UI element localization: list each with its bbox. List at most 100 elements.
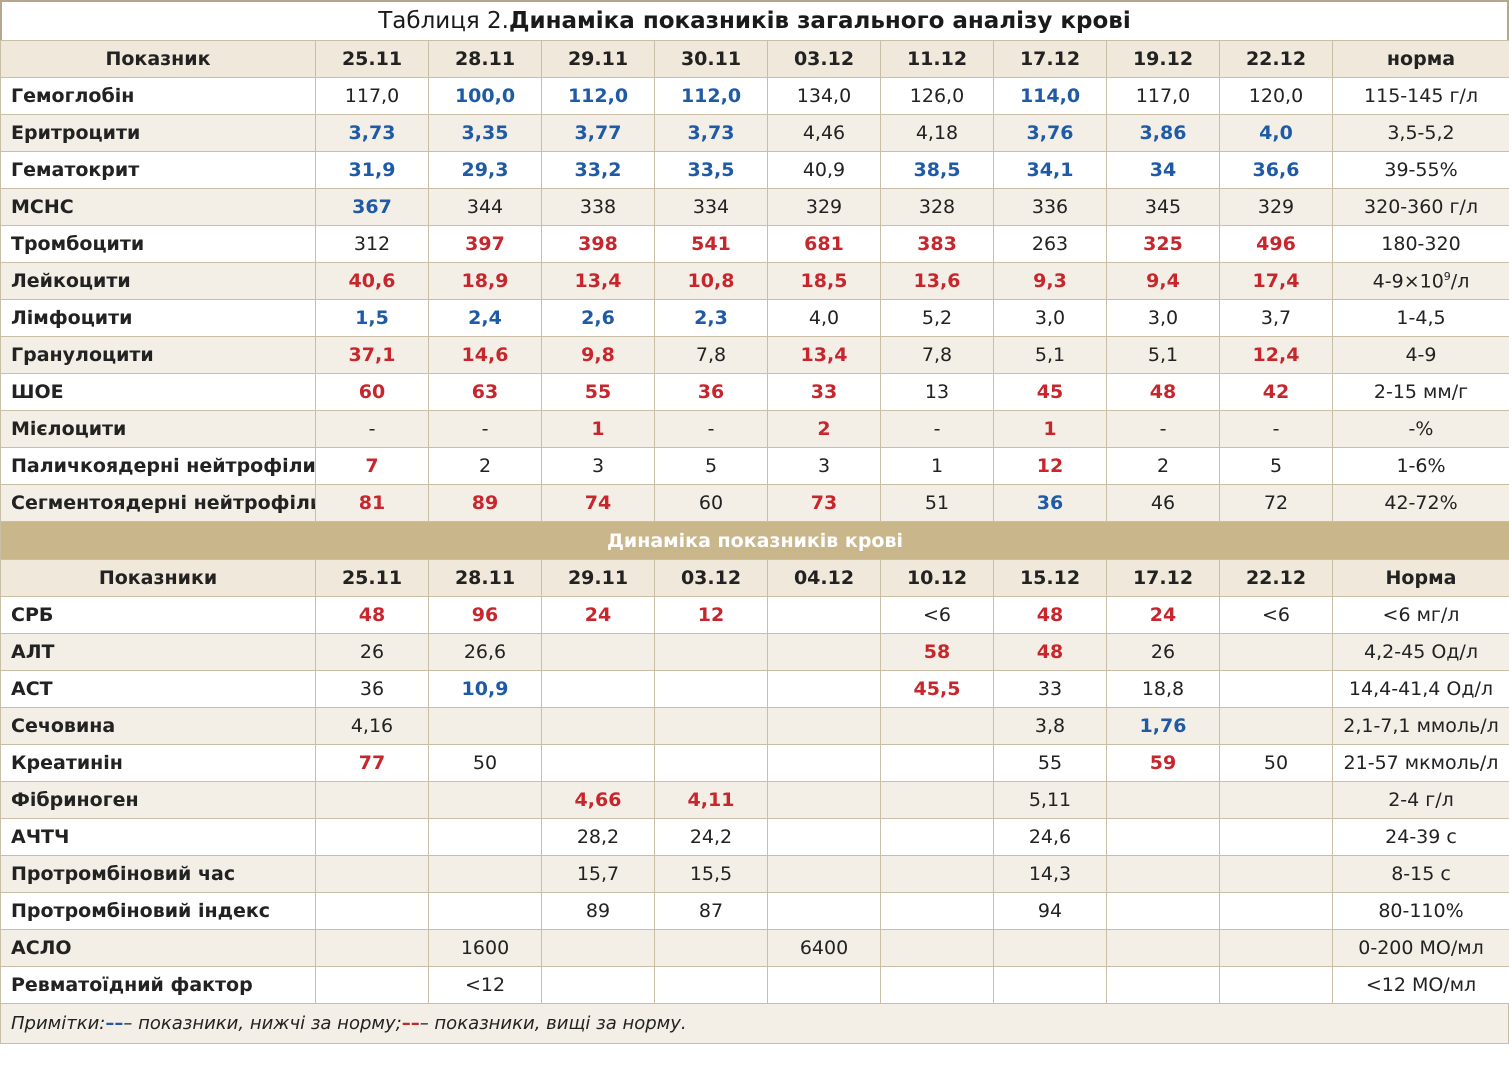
biochem-header-row: Показники 25.11 28.11 29.11 03.12 04.12 10.12 1…	[0, 559, 1509, 597]
table-cell	[541, 670, 655, 708]
norm-cell: -%	[1332, 410, 1509, 448]
table-row: АСТ 36 10,9 45,5 33 18,8 14,4-41,4 Од/л	[0, 670, 1509, 708]
norm-cell: 2,1-7,1 ммоль/л	[1332, 707, 1509, 745]
norm-cell: 4-9×109/л	[1332, 262, 1509, 300]
table-cell: 7,8	[654, 336, 768, 374]
table-row: АЛТ 26 26,6 58 48 26 4,2-45 Од/л	[0, 633, 1509, 671]
table-cell	[654, 929, 768, 967]
column-header: 17.12	[993, 40, 1107, 78]
column-header: 28.11	[428, 559, 542, 597]
column-header: норма	[1332, 40, 1509, 78]
table-cell: 46	[1106, 484, 1220, 522]
table-cell: 72	[1219, 484, 1333, 522]
table-row: Гранулоцити 37,1 14,6 9,8 7,8 13,4 7,8 5,1 5,1 12…	[0, 336, 1509, 374]
column-header: Норма	[1332, 559, 1509, 597]
table-cell	[541, 966, 655, 1004]
table-cell	[428, 892, 542, 930]
table-cell: 34,1	[993, 151, 1107, 189]
column-header: 15.12	[993, 559, 1107, 597]
table-cell	[880, 855, 994, 893]
table-cell: 5	[1219, 447, 1333, 485]
table-cell: 541	[654, 225, 768, 263]
table-cell: 10,8	[654, 262, 768, 300]
table-cell: 312	[315, 225, 429, 263]
table-cell	[1219, 781, 1333, 819]
table-cell: 34	[1106, 151, 1220, 189]
table-cell: 18,9	[428, 262, 542, 300]
table-cell: 10,9	[428, 670, 542, 708]
table-cell: 13,4	[767, 336, 881, 374]
table-cell: 3,73	[315, 114, 429, 152]
table-cell: 36	[993, 484, 1107, 522]
table-cell	[1106, 929, 1220, 967]
table-cell: 15,7	[541, 855, 655, 893]
table-cell	[880, 929, 994, 967]
table-cell	[654, 670, 768, 708]
table-cell: 36,6	[1219, 151, 1333, 189]
table-cell: -	[1219, 410, 1333, 448]
table-cell	[1219, 633, 1333, 671]
section-title: Динаміка показників крові	[0, 521, 1509, 560]
table-cell: 24	[541, 596, 655, 634]
table-cell: 45	[993, 373, 1107, 411]
row-label: Сегментоядерні нейтрофіли	[0, 484, 316, 522]
table-cell: 3,77	[541, 114, 655, 152]
table-cell: 31,9	[315, 151, 429, 189]
table-row: Креатинін 77 50 55 59 50 21-57 мкмоль/л	[0, 744, 1509, 782]
table-cell	[541, 744, 655, 782]
table-row: Лімфоцити 1,5 2,4 2,6 2,3 4,0 5,2 3,0 3,0 3,7 1-4,…	[0, 299, 1509, 337]
row-label: MCHC	[0, 188, 316, 226]
table-cell: 112,0	[541, 77, 655, 115]
table-cell	[767, 855, 881, 893]
norm-cell: 2-15 мм/г	[1332, 373, 1509, 411]
table-cell: 2	[767, 410, 881, 448]
row-label: Фібриноген	[0, 781, 316, 819]
table-cell	[1219, 707, 1333, 745]
table-cell: 3,7	[1219, 299, 1333, 337]
norm-cell: 21-57 мкмоль/л	[1332, 744, 1509, 782]
table-cell: 3,35	[428, 114, 542, 152]
norm-cell: 42-72%	[1332, 484, 1509, 522]
table-cell	[880, 966, 994, 1004]
table-cell: 117,0	[315, 77, 429, 115]
column-header: Показник	[0, 40, 316, 78]
norm-cell: 2-4 г/л	[1332, 781, 1509, 819]
table-row: Сечовина 4,16 3,8 1,76 2,1-7,1 ммоль/л	[0, 707, 1509, 745]
column-header: Показники	[0, 559, 316, 597]
table-cell	[428, 818, 542, 856]
row-label: АСЛО	[0, 929, 316, 967]
table-cell: 48	[993, 633, 1107, 671]
table-cell	[1219, 818, 1333, 856]
norm-cell: 1-4,5	[1332, 299, 1509, 337]
table-cell	[315, 929, 429, 967]
table-cell: 38,5	[880, 151, 994, 189]
table-cell	[880, 744, 994, 782]
table-cell: 7	[315, 447, 429, 485]
table-title: Таблиця 2. Динаміка показників загальног…	[0, 0, 1509, 40]
table-cell: <6	[880, 596, 994, 634]
table-cell	[428, 855, 542, 893]
table-cell	[880, 818, 994, 856]
norm-cell: 0-200 МО/мл	[1332, 929, 1509, 967]
table-row: Тромбоцити 312 397 398 541 681 383 263 325 496 180…	[0, 225, 1509, 263]
column-header: 03.12	[767, 40, 881, 78]
table-cell	[767, 633, 881, 671]
table-cell: 55	[541, 373, 655, 411]
column-header: 30.11	[654, 40, 768, 78]
table-cell: 4,66	[541, 781, 655, 819]
row-label: СРБ	[0, 596, 316, 634]
norm-cell: <6 мг/л	[1332, 596, 1509, 634]
table-cell: 60	[315, 373, 429, 411]
table-cell	[767, 966, 881, 1004]
table-cell	[1219, 670, 1333, 708]
table-cell: 18,8	[1106, 670, 1220, 708]
table-cell: 50	[1219, 744, 1333, 782]
notes-label: Примітки:	[11, 1013, 106, 1034]
table-cell	[767, 892, 881, 930]
row-label: АСТ	[0, 670, 316, 708]
table-cell	[315, 892, 429, 930]
table-cell: 9,3	[993, 262, 1107, 300]
table-cell: 5,1	[993, 336, 1107, 374]
table-cell: 13,4	[541, 262, 655, 300]
table-cell: 42	[1219, 373, 1333, 411]
